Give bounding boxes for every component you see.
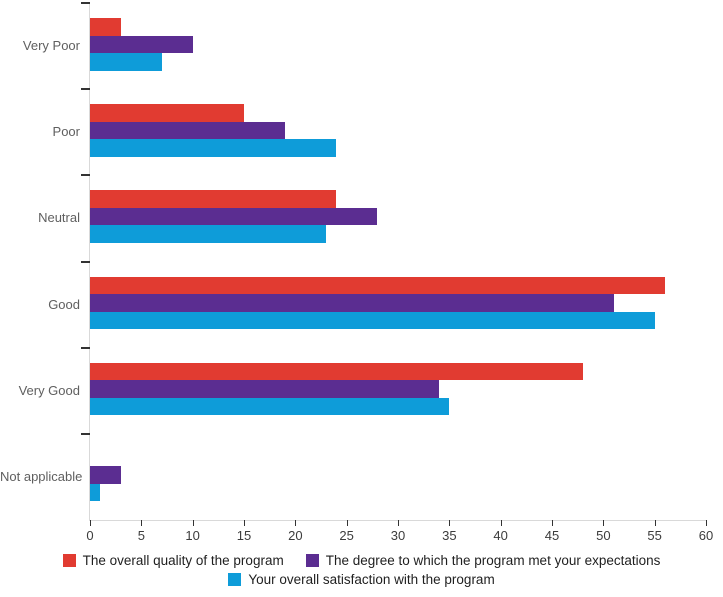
x-axis-tick (449, 520, 451, 526)
y-axis-tick (81, 260, 90, 263)
x-axis-tick-label: 55 (647, 528, 662, 543)
bar-group (90, 89, 706, 175)
x-axis-tick (295, 520, 297, 526)
legend-item: Your overall satisfaction with the progr… (228, 572, 495, 587)
legend-swatch (228, 573, 242, 586)
x-axis-tick-label: 20 (288, 528, 303, 543)
category-label: Very Poor (22, 38, 80, 54)
bar (90, 225, 327, 243)
x-axis-tick-label: 45 (544, 528, 560, 543)
x-axis-tick-label: 30 (390, 528, 406, 543)
x-axis-tick-label: 5 (137, 528, 145, 543)
x-axis-tick (192, 520, 194, 526)
bar (90, 311, 655, 329)
y-axis-category-labels: Very Poor Poor Neutral Good Very Good Not app… (0, 3, 83, 520)
legend-swatch (62, 554, 76, 567)
bar (90, 121, 286, 140)
legend-row: The overall quality of the program The de… (62, 553, 661, 568)
bar (90, 207, 378, 226)
x-axis-tick-label: 60 (698, 528, 714, 543)
chart-legend: The overall quality of the program The de… (0, 553, 723, 587)
bar (90, 139, 337, 157)
y-axis-tick (81, 88, 90, 91)
category-label: Poor (52, 124, 80, 140)
bar (90, 35, 193, 53)
x-axis-tick (500, 520, 502, 526)
x-axis-tick (244, 520, 245, 526)
bar (90, 294, 614, 312)
category-label: Very Good (18, 382, 80, 398)
x-axis-tick (654, 520, 656, 526)
bar (90, 380, 440, 398)
x-axis-tick (141, 520, 143, 526)
x-axis-tick-label: 40 (493, 528, 508, 543)
x-axis-tick (706, 520, 707, 526)
y-axis-tick (81, 174, 90, 177)
bar (90, 18, 121, 36)
bar-group (90, 3, 706, 89)
bar (90, 483, 101, 502)
y-axis-tick (81, 432, 90, 435)
bar (90, 466, 121, 484)
legend-label: The degree to which the program met your… (325, 553, 661, 568)
x-axis-tick-label: 50 (596, 528, 611, 543)
bar (90, 276, 665, 294)
legend-label: Your overall satisfaction with the progr… (248, 572, 495, 587)
bar-group (90, 262, 706, 348)
legend-item: The degree to which the program met your… (305, 553, 661, 568)
category-label: Good (48, 296, 80, 312)
x-axis-tick (552, 520, 553, 526)
x-axis-tick (90, 520, 91, 526)
y-axis-tick (81, 346, 90, 349)
bar (90, 362, 583, 381)
x-axis-tick-label: 0 (86, 528, 94, 543)
bar-group (90, 434, 706, 520)
category-label: Neutral (38, 210, 80, 226)
category-label: Not applicable (0, 468, 83, 484)
x-axis-tick-label: 10 (185, 528, 200, 543)
bar-group (90, 348, 706, 434)
legend-label: The overall quality of the program (82, 553, 284, 568)
x-axis-tick (398, 520, 399, 526)
bar (90, 104, 244, 122)
bar (90, 190, 337, 208)
bar-group (90, 175, 706, 261)
legend-item: The overall quality of the program (62, 553, 284, 568)
x-axis-tick-label: 15 (236, 528, 252, 543)
y-axis-tick (81, 2, 90, 4)
legend-swatch (305, 554, 319, 567)
x-axis-tick-label: 25 (339, 528, 354, 543)
plot-area: 0 5 10 15 20 25 30 35 40 45 50 55 60 (81, 2, 713, 543)
legend-row: Your overall satisfaction with the progr… (228, 572, 495, 587)
bar (90, 397, 450, 416)
x-axis-tick (346, 520, 348, 526)
bar (90, 53, 162, 71)
x-axis-tick-label: 35 (442, 528, 457, 543)
x-axis-tick (603, 520, 605, 526)
